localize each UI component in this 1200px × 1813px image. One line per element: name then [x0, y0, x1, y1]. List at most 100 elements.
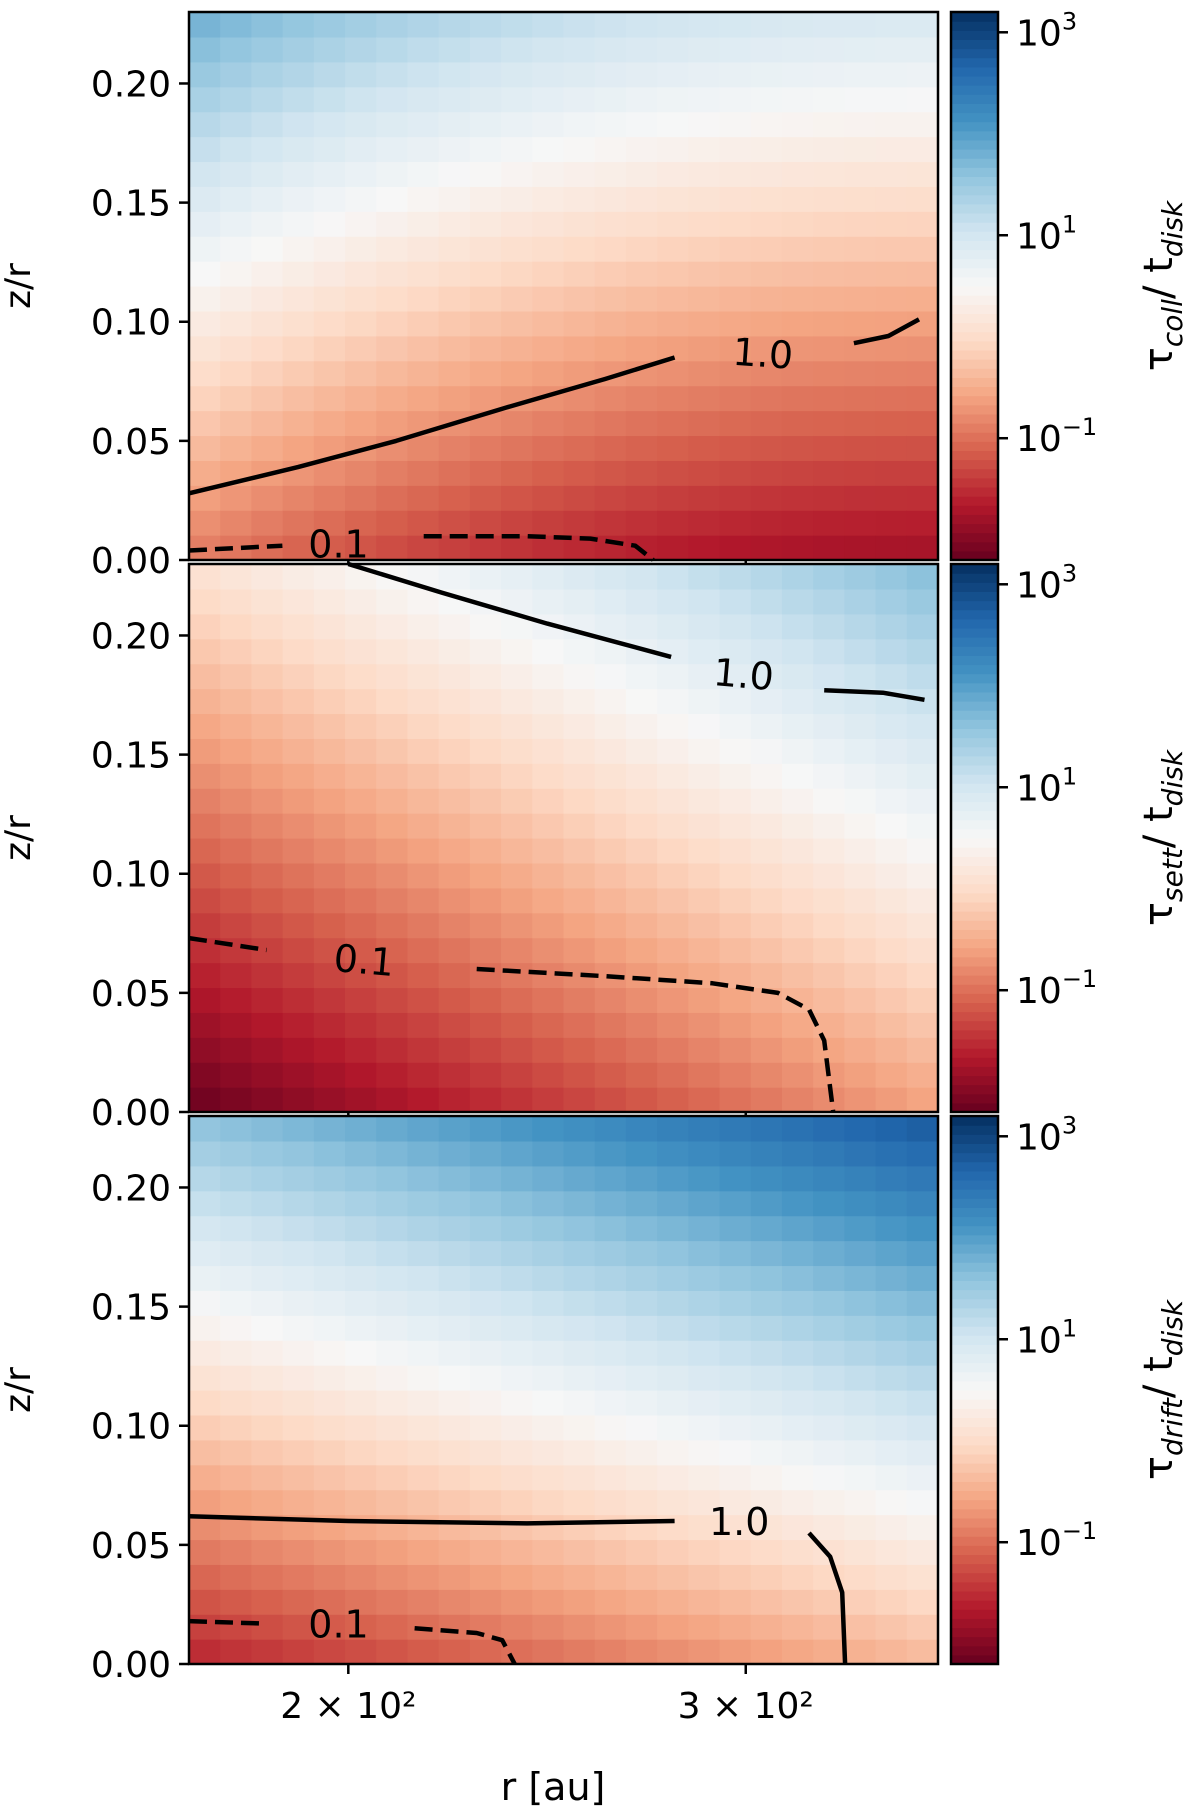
- heatmap-cell: [594, 663, 627, 690]
- heatmap-cell: [376, 261, 409, 287]
- heatmap-cell: [813, 1390, 845, 1416]
- heatmap-cell: [438, 111, 471, 138]
- heatmap-cell: [220, 1390, 253, 1416]
- heatmap-cell: [438, 1464, 471, 1491]
- heatmap-cell: [625, 838, 658, 864]
- heatmap-cell: [594, 161, 627, 187]
- heatmap-cell: [407, 1165, 440, 1192]
- heatmap-cell: [813, 588, 845, 615]
- heatmap-cell: [594, 887, 627, 914]
- heatmap-cell: [282, 485, 315, 511]
- heatmap-cell: [688, 613, 721, 640]
- colorbar-band: [951, 395, 998, 406]
- heatmap-cell: [501, 1464, 533, 1491]
- heatmap-cell: [438, 1037, 471, 1063]
- heatmap-cell: [220, 161, 253, 187]
- heatmap-cell: [189, 510, 221, 536]
- heatmap-cell: [469, 838, 502, 864]
- heatmap-cell: [313, 186, 346, 212]
- heatmap-cell: [407, 211, 440, 237]
- heatmap-cell: [875, 186, 908, 212]
- heatmap-cell: [251, 1489, 284, 1516]
- heatmap-cell: [875, 211, 908, 237]
- colorbar-band: [951, 573, 998, 583]
- heatmap-cell: [282, 435, 315, 461]
- heatmap-cell: [906, 1165, 939, 1192]
- heatmap-cell: [251, 485, 284, 511]
- heatmap-cell: [688, 1564, 721, 1590]
- heatmap-cell: [719, 1116, 752, 1142]
- heatmap-cell: [719, 688, 752, 715]
- heatmap-cell: [532, 136, 565, 163]
- colorbar-label: τsett/ tdisk: [1136, 748, 1189, 926]
- heatmap-cell: [313, 1564, 346, 1590]
- colorbar-band: [951, 103, 998, 114]
- heatmap-cell: [813, 738, 845, 764]
- heatmap-cell: [376, 535, 409, 561]
- heatmap-cell: [407, 912, 440, 939]
- heatmap-cell: [875, 1240, 908, 1267]
- heatmap-cell: [563, 813, 596, 839]
- heatmap-cell: [282, 1062, 315, 1088]
- heatmap-cell: [688, 36, 721, 63]
- heatmap-cell: [251, 738, 284, 764]
- heatmap-cell: [313, 738, 346, 764]
- heatmap-cell: [220, 310, 253, 337]
- heatmap-cell: [844, 286, 877, 312]
- heatmap-cell: [657, 738, 689, 764]
- colorbar-band: [951, 646, 998, 656]
- heatmap-cell: [501, 111, 533, 138]
- heatmap-cell: [813, 211, 845, 237]
- colorbar-band: [951, 801, 998, 812]
- heatmap-cell: [282, 1116, 315, 1142]
- heatmap-cell: [688, 335, 721, 362]
- heatmap-cell: [781, 335, 814, 362]
- heatmap-cell: [189, 588, 221, 615]
- heatmap-cell: [282, 1265, 315, 1291]
- heatmap-cell: [376, 12, 409, 38]
- heatmap-cell: [407, 1190, 440, 1217]
- heatmap-cell: [282, 1639, 315, 1665]
- heatmap-cell: [750, 1140, 783, 1167]
- colorbar-tick-label: 101: [1016, 762, 1077, 809]
- heatmap-cell: [438, 211, 471, 237]
- colorbar-band: [951, 1481, 998, 1492]
- heatmap-cell: [438, 1365, 471, 1391]
- heatmap-cell: [251, 1439, 284, 1466]
- heatmap-cell: [376, 1514, 409, 1541]
- heatmap-cell: [501, 1489, 533, 1516]
- heatmap-cell: [469, 310, 502, 337]
- heatmap-cell: [563, 310, 596, 337]
- heatmap-cell: [750, 1564, 783, 1590]
- heatmap-cell: [376, 1062, 409, 1088]
- colorbar-band: [951, 85, 998, 95]
- heatmap-cell: [563, 1265, 596, 1291]
- heatmap-cell: [844, 613, 877, 640]
- heatmap-cell: [625, 1240, 658, 1267]
- heatmap-cell: [750, 1062, 783, 1088]
- heatmap-cell: [750, 510, 783, 536]
- heatmap-cell: [501, 310, 533, 337]
- heatmap-cell: [376, 236, 409, 262]
- colorbar-band: [951, 295, 998, 305]
- colorbar-band: [951, 1390, 998, 1400]
- heatmap-cell: [407, 36, 440, 63]
- colorbar-band: [951, 1152, 998, 1163]
- heatmap-cell: [220, 1116, 253, 1142]
- heatmap-cell: [469, 1290, 502, 1316]
- heatmap-cell: [376, 1340, 409, 1366]
- heatmap-cell: [625, 286, 658, 312]
- heatmap-cell: [688, 862, 721, 889]
- colorbar-band: [951, 728, 998, 739]
- heatmap-cell: [781, 236, 814, 262]
- heatmap-cell: [875, 1190, 908, 1217]
- colorbar-band: [951, 331, 998, 342]
- colorbar-band: [951, 1075, 998, 1086]
- heatmap-cell: [688, 738, 721, 764]
- heatmap-cell: [251, 1464, 284, 1491]
- heatmap-cell: [282, 887, 315, 914]
- heatmap-cell: [563, 1240, 596, 1267]
- colorbar-band: [951, 627, 998, 638]
- heatmap-cell: [376, 838, 409, 864]
